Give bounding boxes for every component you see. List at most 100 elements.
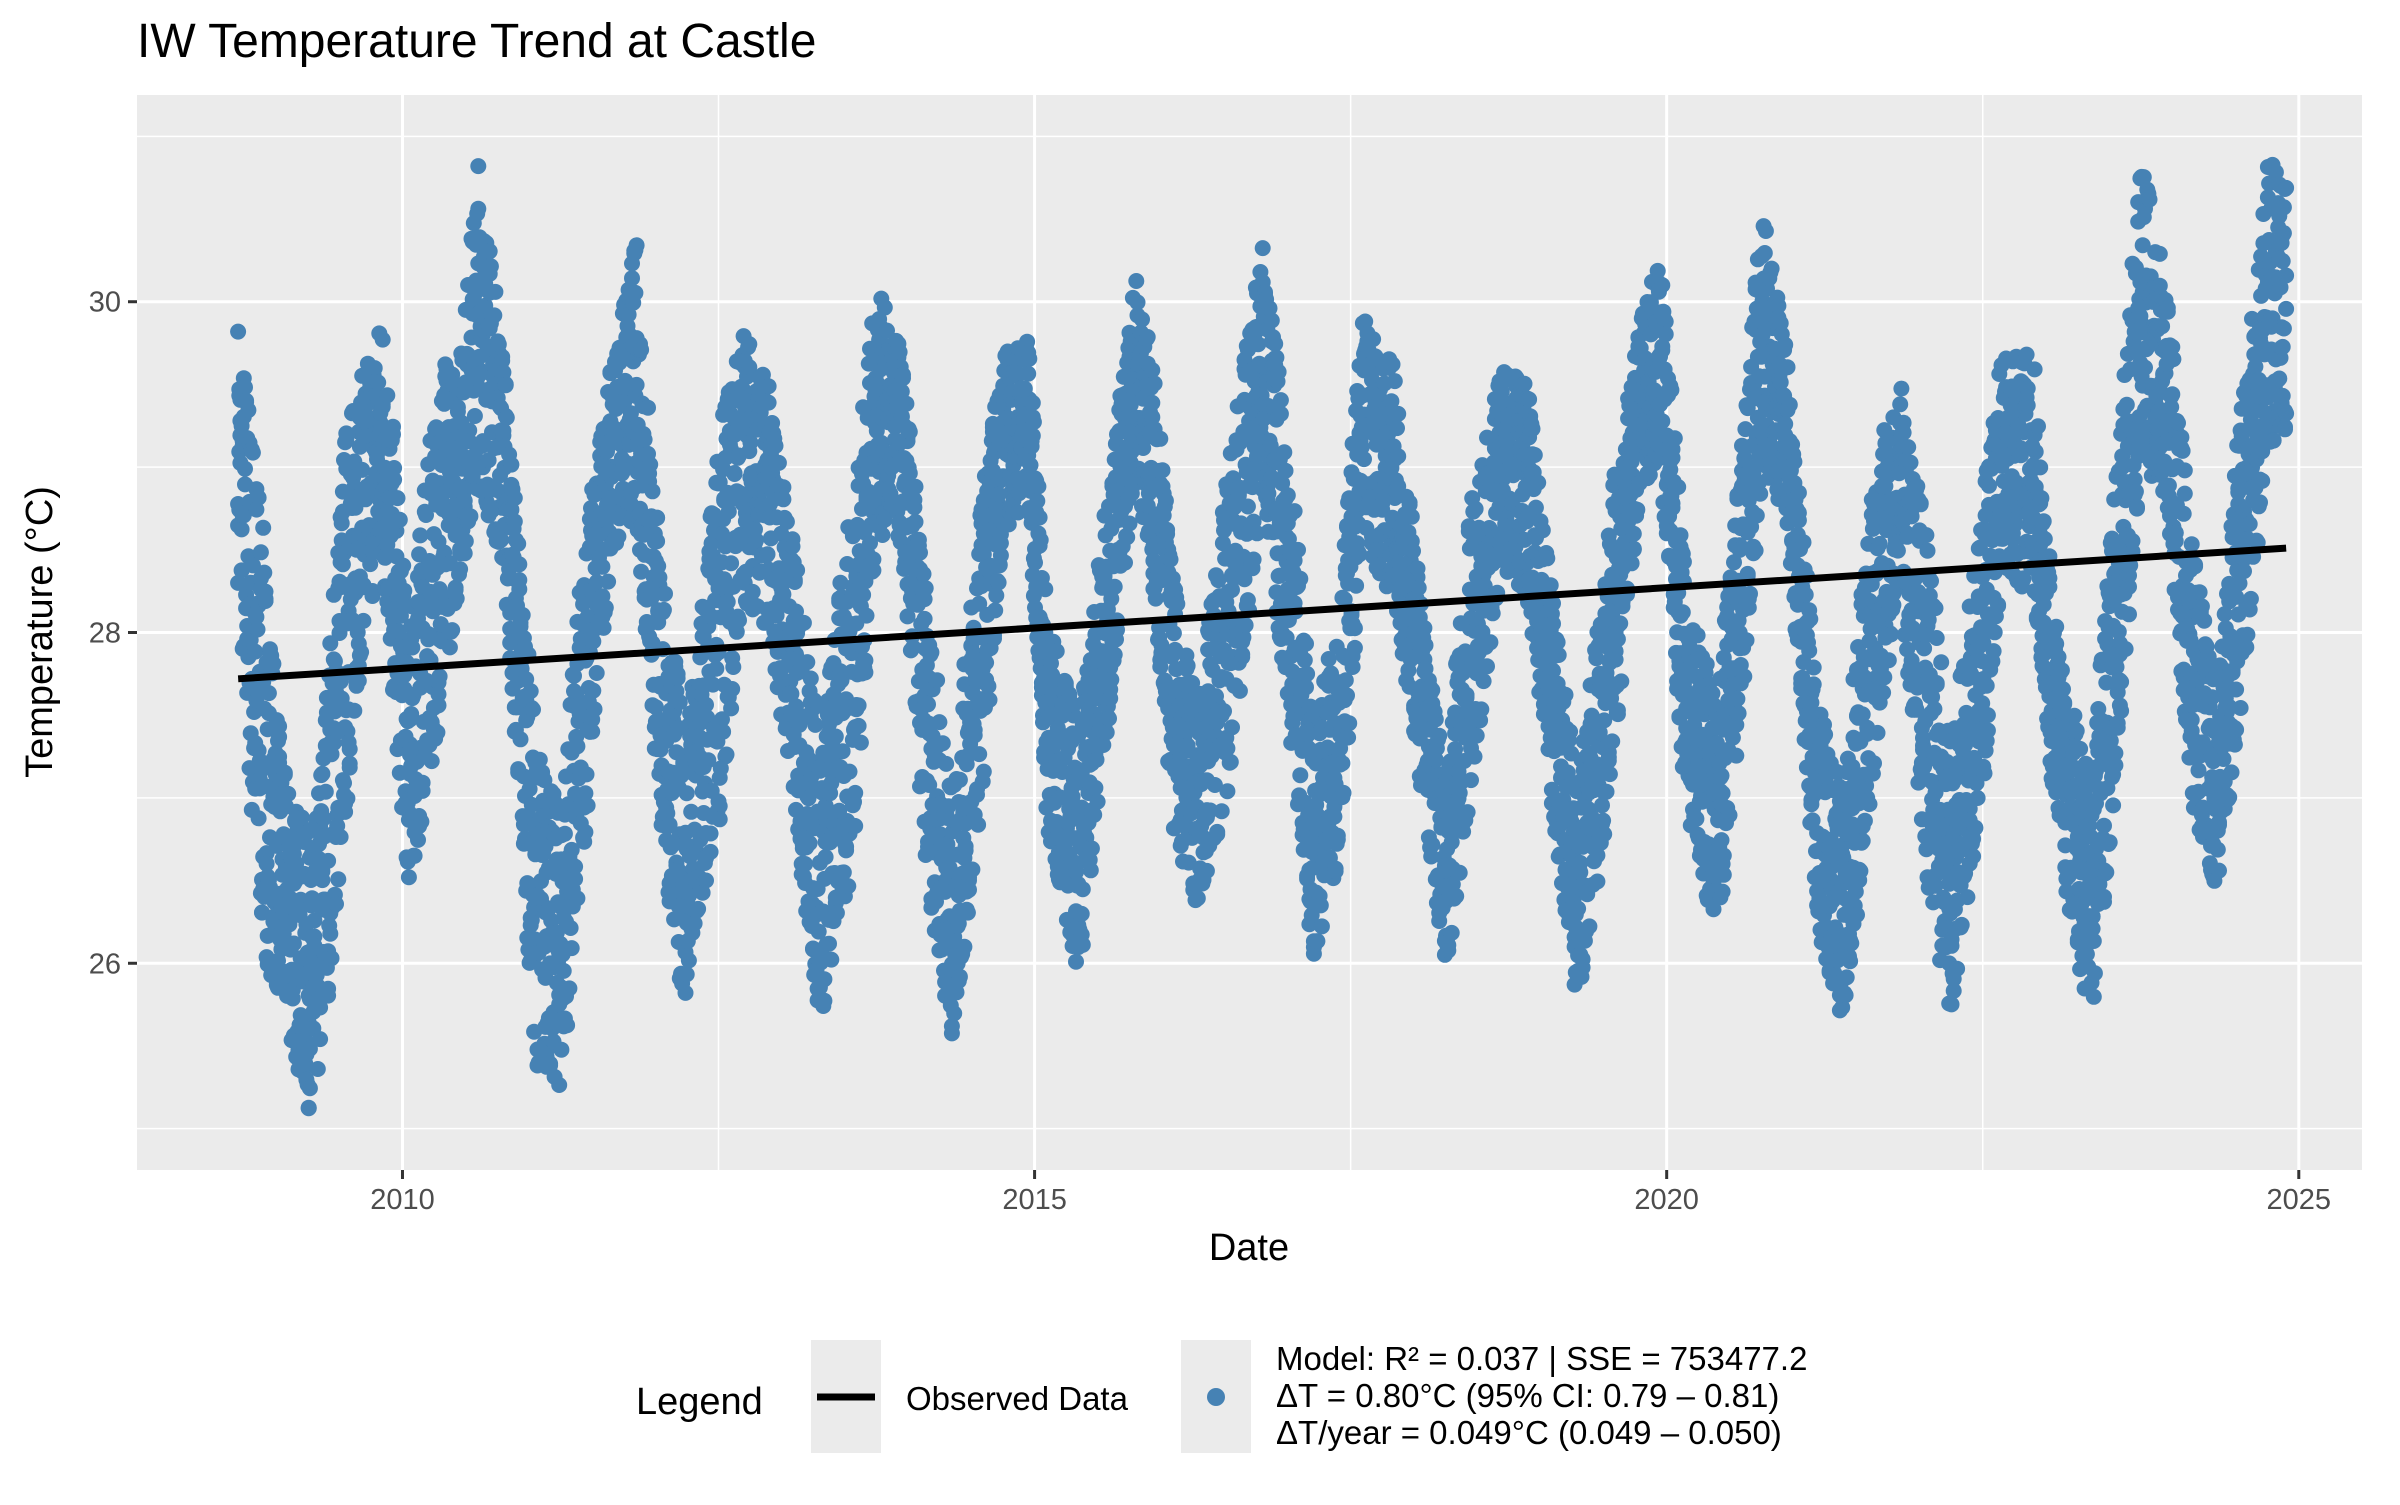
observed-point <box>645 483 661 499</box>
observed-point <box>482 243 498 259</box>
observed-point <box>1238 617 1254 633</box>
observed-point <box>741 336 757 352</box>
observed-point <box>600 574 616 590</box>
observed-point <box>1087 780 1103 796</box>
observed-point <box>971 746 987 762</box>
observed-point <box>407 848 423 864</box>
observed-point <box>724 681 740 697</box>
observed-point <box>760 546 776 562</box>
observed-point <box>444 622 460 638</box>
observed-point <box>316 811 332 827</box>
observed-point <box>1273 392 1289 408</box>
observed-point <box>1163 552 1179 568</box>
observed-point <box>823 952 839 968</box>
observed-point <box>679 785 695 801</box>
observed-point <box>584 724 600 740</box>
observed-point <box>567 871 583 887</box>
observed-point <box>642 457 658 473</box>
observed-point <box>797 856 813 872</box>
observed-point <box>1460 804 1476 820</box>
observed-point <box>1390 406 1406 422</box>
observed-point <box>1292 571 1308 587</box>
observed-point <box>1428 711 1444 727</box>
observed-point <box>877 300 893 316</box>
observed-point <box>1099 724 1115 740</box>
observed-point <box>785 539 801 555</box>
observed-point <box>1328 861 1344 877</box>
observed-point <box>452 561 468 577</box>
observed-point <box>280 786 296 802</box>
observed-point <box>503 457 519 473</box>
observed-point <box>847 785 863 801</box>
observed-point <box>656 602 672 618</box>
observed-point <box>1629 502 1645 518</box>
observed-point <box>1240 499 1256 515</box>
observed-point <box>958 843 974 859</box>
observed-point <box>458 533 474 549</box>
observed-point <box>1267 336 1283 352</box>
observed-point <box>551 1077 567 1093</box>
observed-point <box>1216 703 1232 719</box>
observed-point <box>816 993 832 1009</box>
observed-point <box>1299 666 1315 682</box>
observed-point <box>1224 719 1240 735</box>
observed-point <box>431 697 447 713</box>
observed-point <box>840 878 856 894</box>
observed-point <box>1155 462 1171 478</box>
observed-point <box>1280 487 1296 503</box>
observed-point <box>917 611 933 627</box>
observed-point <box>708 661 724 677</box>
observed-point <box>703 844 719 860</box>
observed-point <box>301 1100 317 1116</box>
observed-point <box>1144 395 1160 411</box>
observed-point <box>1539 550 1555 566</box>
observed-point <box>1209 824 1225 840</box>
observed-point <box>1543 577 1559 593</box>
observed-point <box>1352 546 1368 562</box>
observed-point <box>935 735 951 751</box>
observed-point <box>1122 516 1138 532</box>
observed-point <box>1431 728 1447 744</box>
observed-point <box>1032 510 1048 526</box>
observed-point <box>908 479 924 495</box>
observed-point <box>1599 784 1615 800</box>
observed-point <box>1612 615 1628 631</box>
observed-point <box>404 640 420 656</box>
observed-point <box>1521 391 1537 407</box>
observed-point <box>1219 783 1235 799</box>
observed-point <box>495 423 511 439</box>
observed-point <box>976 764 992 780</box>
observed-point <box>1083 862 1099 878</box>
observed-point <box>1602 766 1618 782</box>
observed-point <box>1140 329 1156 345</box>
observed-point <box>251 810 267 826</box>
observed-point <box>761 378 777 394</box>
observed-point <box>401 869 417 885</box>
observed-point <box>265 656 281 672</box>
observed-point <box>851 718 867 734</box>
observed-point <box>1610 702 1626 718</box>
observed-point <box>902 465 918 481</box>
observed-point <box>1264 313 1280 329</box>
observed-point <box>1626 542 1642 558</box>
observed-point <box>1411 580 1427 596</box>
observed-point <box>829 905 845 921</box>
observed-point <box>796 615 812 631</box>
observed-point <box>351 673 367 689</box>
observed-point <box>510 536 526 552</box>
observed-point <box>390 490 406 506</box>
observed-point <box>569 738 585 754</box>
observed-point <box>245 445 261 461</box>
observed-point <box>525 702 541 718</box>
observed-point <box>1246 552 1262 568</box>
observed-point <box>670 666 686 682</box>
observed-point <box>367 360 383 376</box>
observed-point <box>1424 837 1440 853</box>
observed-point <box>1482 634 1498 650</box>
observed-point <box>1581 918 1597 934</box>
observed-point <box>1030 479 1046 495</box>
observed-point <box>678 985 694 1001</box>
observed-point <box>1570 901 1586 917</box>
observed-point <box>918 580 934 596</box>
observed-point <box>789 562 805 578</box>
